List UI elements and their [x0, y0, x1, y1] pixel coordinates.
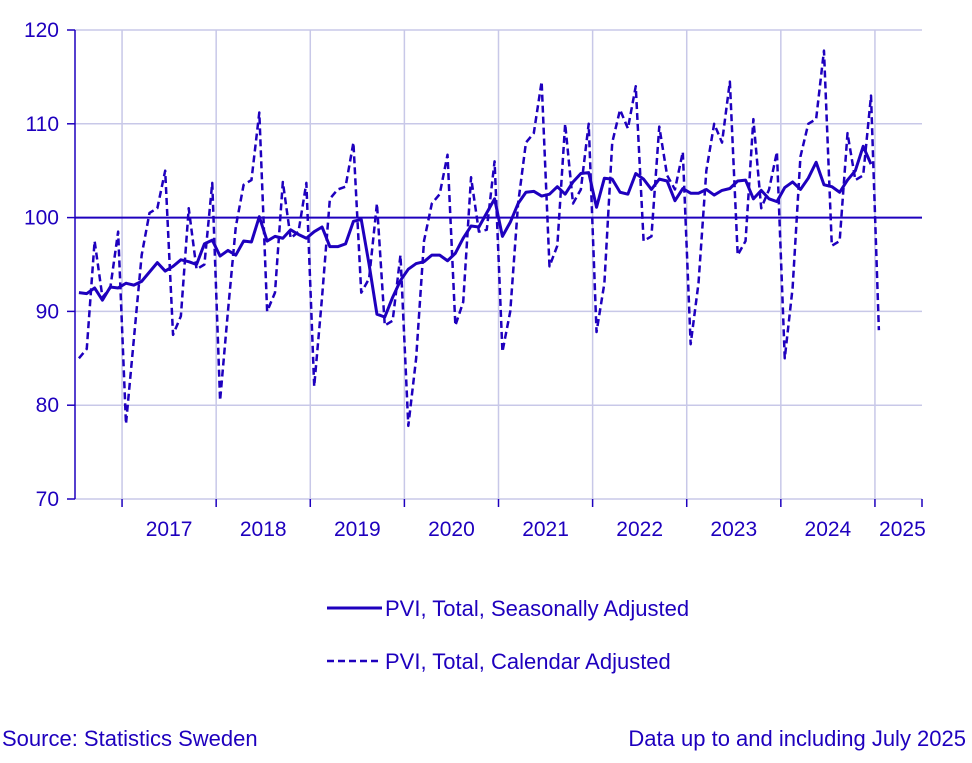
x-tick-label-2017: 2017 — [146, 518, 193, 541]
y-axis-tick-labels: 70 80 90 100 110 120 — [24, 19, 75, 511]
x-tick-label-2023: 2023 — [710, 518, 757, 541]
legend: PVI, Total, Seasonally Adjusted PVI, Tot… — [327, 596, 689, 674]
legend-label-seasonally-adjusted: PVI, Total, Seasonally Adjusted — [385, 596, 689, 621]
x-tick-label-2019: 2019 — [334, 518, 381, 541]
legend-label-calendar-adjusted: PVI, Total, Calendar Adjusted — [385, 649, 671, 674]
vertical-gridlines — [121, 30, 876, 499]
y-tick-label-70: 70 — [36, 488, 59, 511]
x-tick-label-2025: 2025 — [879, 518, 926, 541]
x-tick-label-2024: 2024 — [805, 518, 852, 541]
y-tick-label-100: 100 — [24, 207, 59, 230]
series-layer — [77, 49, 881, 428]
line-chart: 70 80 90 100 110 120 2017 2018 2019 2020 2021 2022… — [24, 19, 926, 674]
source-note: Source: Statistics Sweden — [2, 726, 258, 751]
x-axis-tick-labels: 2017 2018 2019 2020 2021 2022 2023 2024 2025 — [121, 499, 926, 541]
x-tick-label-2020: 2020 — [428, 518, 475, 541]
y-tick-label-80: 80 — [36, 394, 59, 417]
y-tick-label-120: 120 — [24, 19, 59, 42]
data-coverage-note: Data up to and including July 2025 — [628, 726, 966, 751]
x-tick-label-2022: 2022 — [616, 518, 663, 541]
x-tick-label-2021: 2021 — [522, 518, 569, 541]
series-line-calendar-adjusted — [77, 49, 881, 428]
series-line-seasonally-adjusted — [78, 144, 873, 319]
y-tick-label-110: 110 — [26, 113, 59, 136]
x-tick-label-2018: 2018 — [240, 518, 287, 541]
y-tick-label-90: 90 — [36, 300, 59, 323]
